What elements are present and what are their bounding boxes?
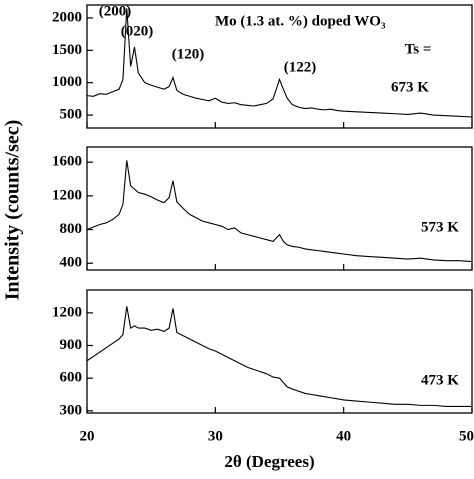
annotation: (122)	[284, 59, 317, 75]
x-tick-label: 40	[336, 428, 351, 444]
y-tick-label: 1600	[52, 154, 82, 170]
plot-frame	[86, 289, 473, 414]
xrd-line	[86, 8, 473, 118]
annotation: (120)	[172, 46, 205, 62]
y-tick-label: 2000	[52, 9, 82, 25]
x-tick-label: 20	[80, 428, 95, 444]
y-tick-label: 500	[60, 106, 83, 122]
x-axis-label: 2θ (Degrees)	[224, 452, 314, 471]
annotation: 573 K	[421, 219, 459, 235]
x-tick-label: 50	[459, 428, 474, 444]
xrd-line	[86, 306, 472, 408]
annotation: (020)	[121, 23, 154, 39]
y-tick-label: 1200	[52, 187, 82, 203]
y-tick-label: 1500	[52, 42, 82, 58]
y-tick-label: 1000	[52, 74, 82, 90]
y-tick-label: 1200	[52, 304, 82, 320]
xrd-line	[86, 160, 473, 263]
annotation: 673 K	[391, 79, 429, 95]
plot-frame	[86, 4, 473, 129]
annotation: Ts =	[405, 41, 432, 57]
y-tick-label: 600	[60, 370, 83, 386]
annotation: (200)	[99, 3, 132, 19]
y-tick-label: 300	[60, 402, 83, 418]
y-axis-label: Intensity (counts/sec)	[2, 120, 24, 301]
chart-title: Mo (1.3 at. %) doped WO₃	[215, 13, 386, 29]
y-tick-label: 800	[60, 221, 83, 237]
y-tick-label: 400	[60, 255, 83, 271]
y-tick-label: 900	[60, 337, 83, 353]
annotation: 473 K	[421, 372, 459, 388]
x-tick-label: 30	[208, 428, 223, 444]
plot-frame	[86, 146, 473, 271]
